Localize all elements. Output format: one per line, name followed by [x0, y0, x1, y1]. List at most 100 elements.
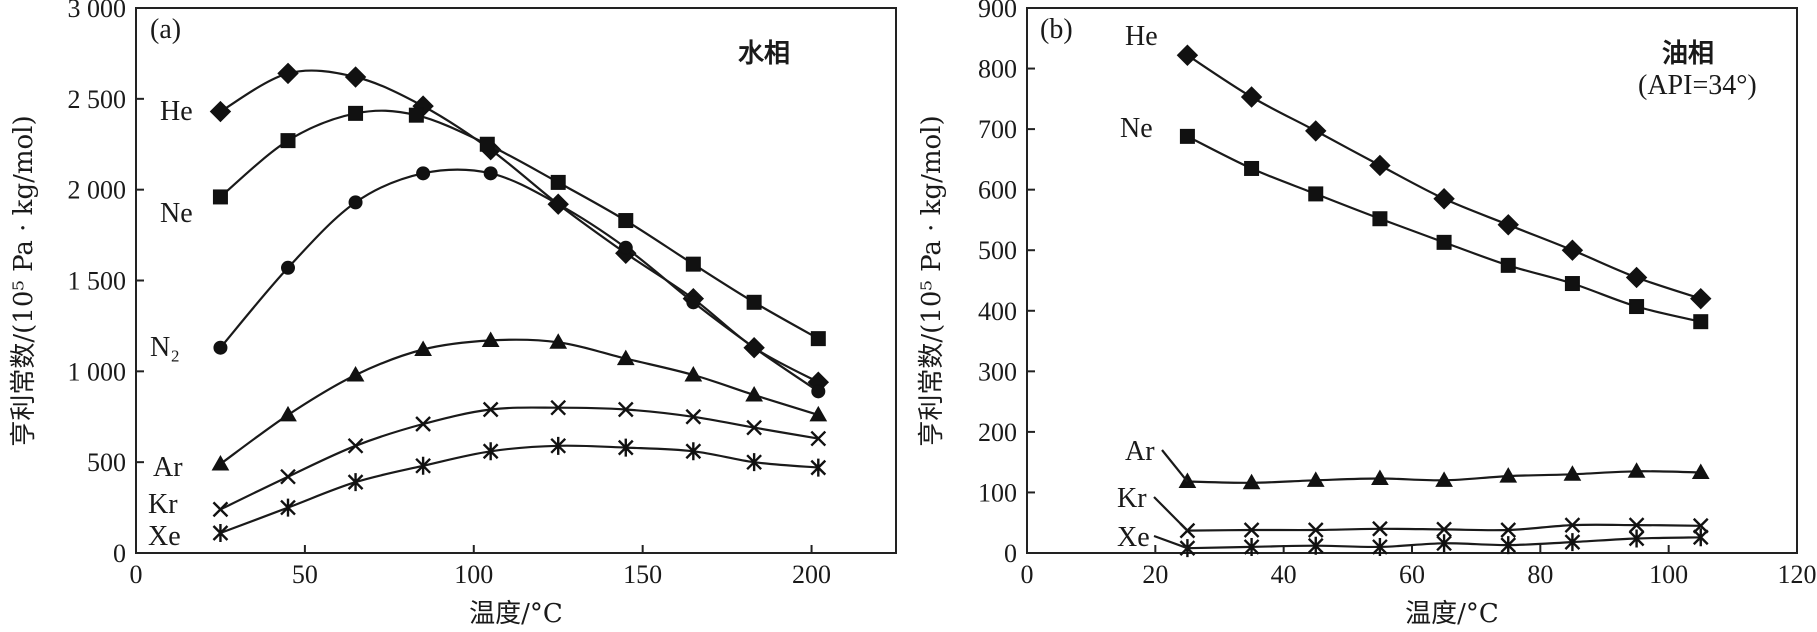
- panel-b-line-he: [1186, 54, 1702, 300]
- panel-b-y-tick-label: 300: [978, 357, 1017, 386]
- panel-b-x-axis-label: 温度/°C: [1405, 599, 1499, 629]
- panel-b-point-ar: [1435, 471, 1453, 487]
- panel-b-y-tick-label: 500: [978, 236, 1017, 265]
- panel-a-series-label-kr: Kr: [148, 489, 178, 520]
- panel-a-point-ne: [685, 256, 701, 272]
- panel-b-series-label-xe: Xe: [1117, 522, 1150, 553]
- panel-a-line-he: [219, 69, 819, 384]
- panel-b-y-tick-label: 0: [1004, 539, 1017, 568]
- panel-a-point-kr: [810, 430, 827, 447]
- panel-a-series-label-n2: N₂: [150, 332, 180, 363]
- panel-b-point-ne: [1629, 299, 1645, 315]
- panel-a-point-xe: [280, 498, 296, 517]
- panel-a-point-ne: [550, 174, 566, 190]
- panel-a-point-kr: [746, 419, 762, 436]
- panel-a-point-n2: [483, 166, 498, 181]
- panel-b-y-tick-label: 600: [978, 176, 1017, 205]
- panel-a-point-xe: [347, 473, 364, 492]
- panel-b-point-ne: [1500, 257, 1516, 273]
- panel-b-point-ne: [1436, 234, 1452, 250]
- panel-a-point-he: [277, 62, 299, 85]
- panel-a-point-xe: [212, 524, 229, 543]
- panel-b-point-ar: [1691, 463, 1710, 479]
- panel-b-x-tick-label: 100: [1649, 560, 1688, 589]
- panel-a-point-n2: [551, 197, 566, 212]
- panel-b-point-kr: [1692, 517, 1709, 534]
- panel-b-series-ne: Ne: [1120, 113, 1709, 330]
- panel-a-point-kr: [482, 401, 499, 418]
- panel-a-point-n2: [811, 384, 826, 399]
- panel-b-x-tick-label: 0: [1021, 560, 1034, 589]
- panel-a-point-ar: [481, 331, 500, 347]
- panel-b-annotation-api: (API=34°): [1638, 70, 1757, 101]
- panel-b-point-ne: [1308, 186, 1324, 202]
- panel-b-point-xe: [1628, 529, 1645, 548]
- panel-a-point-ar: [549, 333, 568, 349]
- panel-a-y-tick-label: 1 500: [68, 267, 127, 296]
- panel-b-point-he: [1497, 214, 1519, 236]
- panel-a-series-he: He: [160, 62, 830, 393]
- panel-b-x-tick-label: 20: [1142, 560, 1168, 589]
- panel-a-water-phase: (a) 水相 温度/°C 亨利常数/(10⁵ Pa · kg/mol) 0 50 1…: [9, 0, 897, 629]
- panel-b-point-xe: [1500, 536, 1517, 555]
- panel-b-leader-kr: [1153, 496, 1189, 532]
- panel-b-series-he: He: [1125, 21, 1712, 310]
- panel-a-point-ne: [408, 107, 424, 123]
- panel-b-y-tick-label: 400: [978, 297, 1017, 326]
- panel-a-y-tick-label: 2 000: [68, 176, 127, 205]
- panel-a-x-tick-label: 100: [454, 560, 493, 589]
- panel-a-line-n2: [219, 168, 819, 393]
- panel-a-point-ar: [279, 405, 297, 422]
- panel-b-point-kr: [1243, 522, 1260, 538]
- panel-b-series-ar: Ar: [1125, 436, 1710, 490]
- panel-a-point-he: [344, 66, 367, 88]
- panel-a-point-ar: [616, 349, 635, 366]
- panel-a-point-xe: [482, 442, 499, 461]
- panel-a-point-ne: [348, 105, 364, 121]
- panel-b-point-kr: [1436, 521, 1452, 538]
- panel-b-oil-phase: (b) 油相 (API=34°) 温度/°C 亨利常数/(10⁵ Pa · kg…: [917, 0, 1817, 629]
- panel-b-x-tick-label: 120: [1778, 560, 1817, 589]
- panel-b-point-he: [1176, 44, 1199, 66]
- panel-b-point-ar: [1499, 467, 1518, 483]
- panel-a-point-xe: [415, 456, 431, 475]
- panel-b-point-ne: [1693, 314, 1709, 330]
- panel-a-point-xe: [685, 442, 702, 461]
- panel-b-line-ne: [1186, 135, 1702, 323]
- panel-b-x-tick-label: 80: [1527, 560, 1553, 589]
- panel-a-series-n2: N₂: [150, 166, 826, 399]
- panel-b-point-ar: [1242, 473, 1261, 490]
- panel-b-y-tick-label: 900: [978, 0, 1017, 23]
- panel-a-point-ar: [211, 454, 230, 471]
- panel-b-series-kr: Kr: [1117, 483, 1709, 539]
- panel-b-x-tick-label: 40: [1271, 560, 1297, 589]
- panel-a-y-tick-label: 2 500: [68, 85, 127, 114]
- panel-a-x-tick-label: 0: [130, 560, 143, 589]
- panel-b-point-ar: [1627, 462, 1646, 478]
- panel-a-annotation: 水相: [738, 39, 790, 69]
- panel-a-point-kr: [212, 501, 229, 518]
- panel-b-point-he: [1369, 154, 1391, 177]
- panel-b-series-label-ne: Ne: [1120, 113, 1153, 144]
- panel-b-label: (b): [1040, 14, 1073, 45]
- panel-a-y-tick-label: 3 000: [68, 0, 127, 23]
- panel-a-plot-frame: [135, 7, 897, 554]
- panel-b-x-tick-label: 60: [1399, 560, 1425, 589]
- panel-a-y-tick-label: 500: [87, 448, 126, 477]
- panel-b-y-axis-label: 亨利常数/(10⁵ Pa · kg/mol): [917, 115, 947, 446]
- panel-b-point-ar: [1306, 471, 1325, 487]
- panel-a-series-label-ar: Ar: [153, 452, 183, 483]
- panel-a-point-n2: [747, 340, 762, 355]
- panel-a-point-ar: [414, 340, 432, 357]
- panel-a-point-xe: [746, 453, 762, 472]
- panel-a-x-tick-label: 200: [792, 560, 831, 589]
- panel-a-point-xe: [617, 438, 634, 457]
- panel-a-line-kr: [219, 406, 819, 511]
- panel-a-point-ne: [746, 294, 762, 310]
- panel-b-point-xe: [1436, 534, 1452, 553]
- panel-b-point-he: [1433, 188, 1455, 210]
- panel-a-point-xe: [810, 458, 827, 477]
- panel-b-point-xe: [1243, 537, 1260, 556]
- panel-b-point-he: [1240, 86, 1263, 108]
